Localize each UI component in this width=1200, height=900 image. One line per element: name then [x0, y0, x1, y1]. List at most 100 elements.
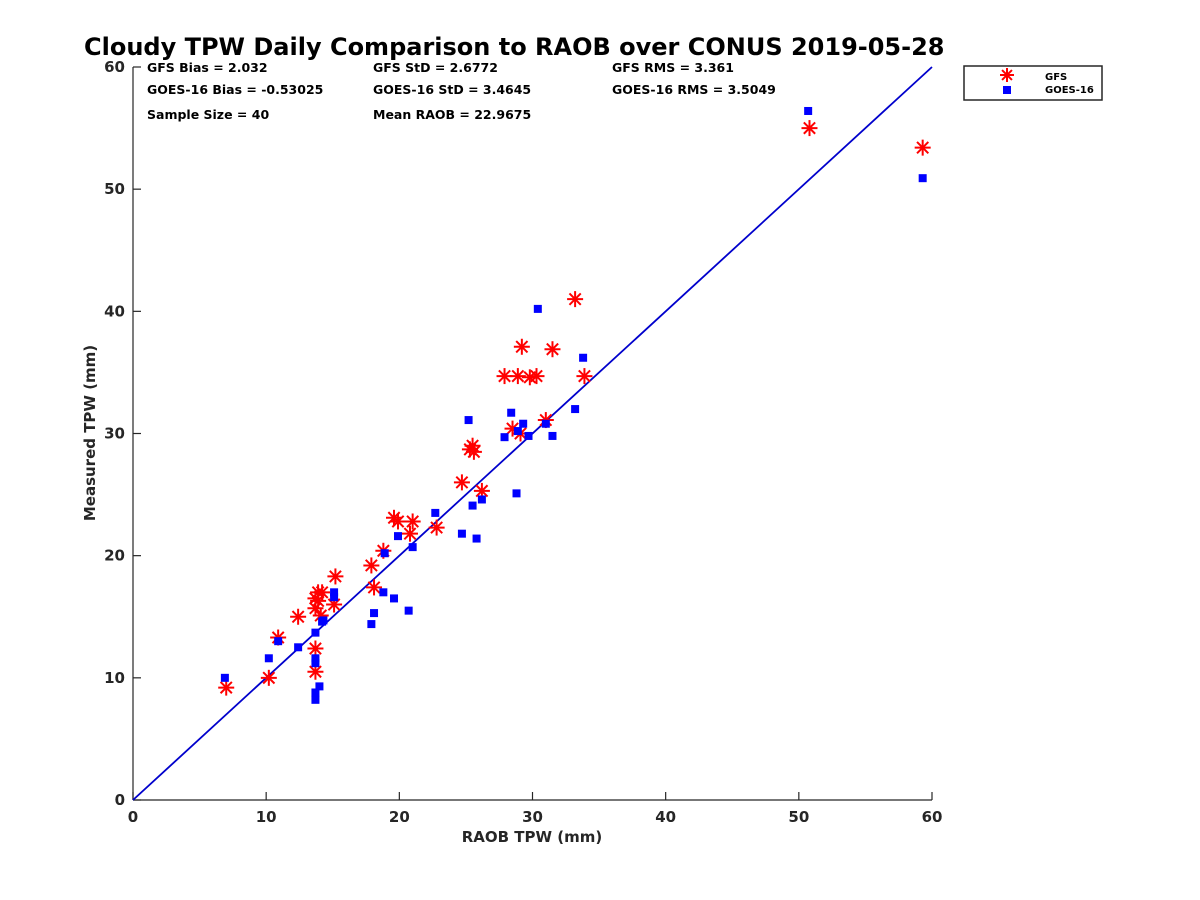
goes16-point	[804, 106, 813, 115]
goes16-point	[464, 416, 473, 425]
goes16-point	[379, 588, 388, 597]
gfs-point	[366, 579, 383, 596]
goes16-point	[330, 588, 339, 597]
gfs-point	[496, 368, 513, 385]
x-tick-label: 40	[655, 808, 676, 826]
goes16-point	[380, 549, 389, 558]
y-ticks: 0 10 20 30 40 50 60	[104, 58, 141, 809]
y-axis-label: Measured TPW (mm)	[81, 345, 99, 521]
gfs-point	[307, 640, 324, 657]
y-tick-label: 0	[115, 791, 125, 809]
gfs-point	[310, 592, 327, 609]
goes16-point	[315, 682, 324, 691]
x-tick-label: 0	[128, 808, 138, 826]
goes16-point	[519, 419, 528, 428]
goes16-point	[330, 593, 339, 602]
gfs-point	[513, 338, 530, 355]
goes16-point	[524, 431, 533, 440]
y-tick-label: 20	[104, 547, 125, 565]
plot-area: 0 10 20 30 40 50 60 0 10 20 30 40 50 60	[104, 58, 942, 826]
x-tick-label: 50	[788, 808, 809, 826]
y-tick-label: 50	[104, 180, 125, 198]
x-tick-label: 30	[522, 808, 543, 826]
goes16-point	[294, 643, 303, 652]
x-axis-label: RAOB TPW (mm)	[462, 828, 603, 846]
goes16-point	[404, 606, 413, 615]
goes16-point	[311, 688, 320, 697]
legend: GFS GOES-16	[963, 65, 1103, 101]
gfs-point	[390, 513, 407, 530]
goes16-point	[918, 174, 927, 183]
y-tick-label: 40	[104, 302, 125, 320]
y-tick-label: 10	[104, 669, 125, 687]
goes16-point	[311, 659, 320, 668]
gfs-point	[567, 291, 584, 308]
goes16-point	[274, 637, 283, 646]
legend-gfs-label: GFS	[1045, 72, 1067, 83]
legend-gfs-asterisk	[1000, 68, 1014, 82]
legend-goes16-marker-icon	[1003, 86, 1011, 94]
goes16-point	[311, 628, 320, 637]
stat-text: Mean RAOB = 22.9675	[373, 107, 531, 122]
goes16-point	[311, 654, 320, 663]
x-tick-label: 20	[389, 808, 410, 826]
goes16-point	[477, 495, 486, 504]
goes16-point	[431, 508, 440, 517]
goes16-point	[311, 695, 320, 704]
x-tick-label: 10	[256, 808, 277, 826]
gfs-point	[404, 513, 421, 530]
legend-gfs-marker-icon	[1000, 68, 1014, 82]
series-goes16	[220, 106, 927, 704]
gfs-point	[528, 368, 545, 385]
goes16-point	[533, 304, 542, 313]
goes16-point	[472, 534, 481, 543]
gfs-point	[464, 437, 481, 454]
goes16-point	[319, 616, 328, 625]
gfs-point	[576, 368, 593, 385]
stat-text: GOES-16 StD = 3.4645	[373, 82, 531, 97]
stat-text: GOES-16 Bias = -0.53025	[147, 82, 323, 97]
stat-text: GOES-16 RMS = 3.5049	[612, 82, 776, 97]
gfs-point	[363, 557, 380, 574]
gfs-point	[453, 474, 470, 491]
goes16-point	[541, 419, 550, 428]
gfs-point	[218, 679, 235, 696]
goes16-point	[512, 489, 521, 498]
goes16-point	[571, 405, 580, 414]
goes16-point	[408, 543, 417, 552]
gfs-point	[327, 568, 344, 585]
gfs-point	[801, 120, 818, 137]
goes16-point	[390, 594, 399, 603]
goes16-point	[394, 532, 403, 541]
y-tick-label: 60	[104, 58, 125, 76]
stat-text: GFS Bias = 2.032	[147, 60, 268, 75]
goes16-point	[579, 353, 588, 362]
legend-goes16-square	[1003, 86, 1011, 94]
goes16-point	[513, 427, 522, 436]
gfs-point	[401, 525, 418, 542]
goes16-point	[370, 609, 379, 618]
y-tick-label: 30	[104, 425, 125, 443]
goes16-point	[548, 431, 557, 440]
goes16-point	[264, 654, 273, 663]
gfs-point	[290, 608, 307, 625]
goes16-point	[507, 408, 516, 417]
goes16-point	[220, 673, 229, 682]
stat-text: GFS RMS = 3.361	[612, 60, 734, 75]
gfs-point	[260, 669, 277, 686]
gfs-point	[544, 341, 561, 358]
gfs-point	[914, 139, 931, 156]
x-ticks: 0 10 20 30 40 50 60	[128, 792, 943, 826]
stat-text: Sample Size = 40	[147, 107, 269, 122]
goes16-point	[468, 501, 477, 510]
chart-title: Cloudy TPW Daily Comparison to RAOB over…	[84, 33, 944, 61]
stats-block: GFS Bias = 2.032 GFS StD = 2.6772 GFS RMS …	[147, 60, 776, 122]
gfs-point	[509, 368, 526, 385]
series-gfs	[218, 120, 931, 696]
stat-text: GFS StD = 2.6772	[373, 60, 498, 75]
goes16-point	[500, 433, 509, 442]
x-tick-label: 60	[922, 808, 943, 826]
goes16-point	[457, 529, 466, 538]
gfs-point	[428, 519, 445, 536]
